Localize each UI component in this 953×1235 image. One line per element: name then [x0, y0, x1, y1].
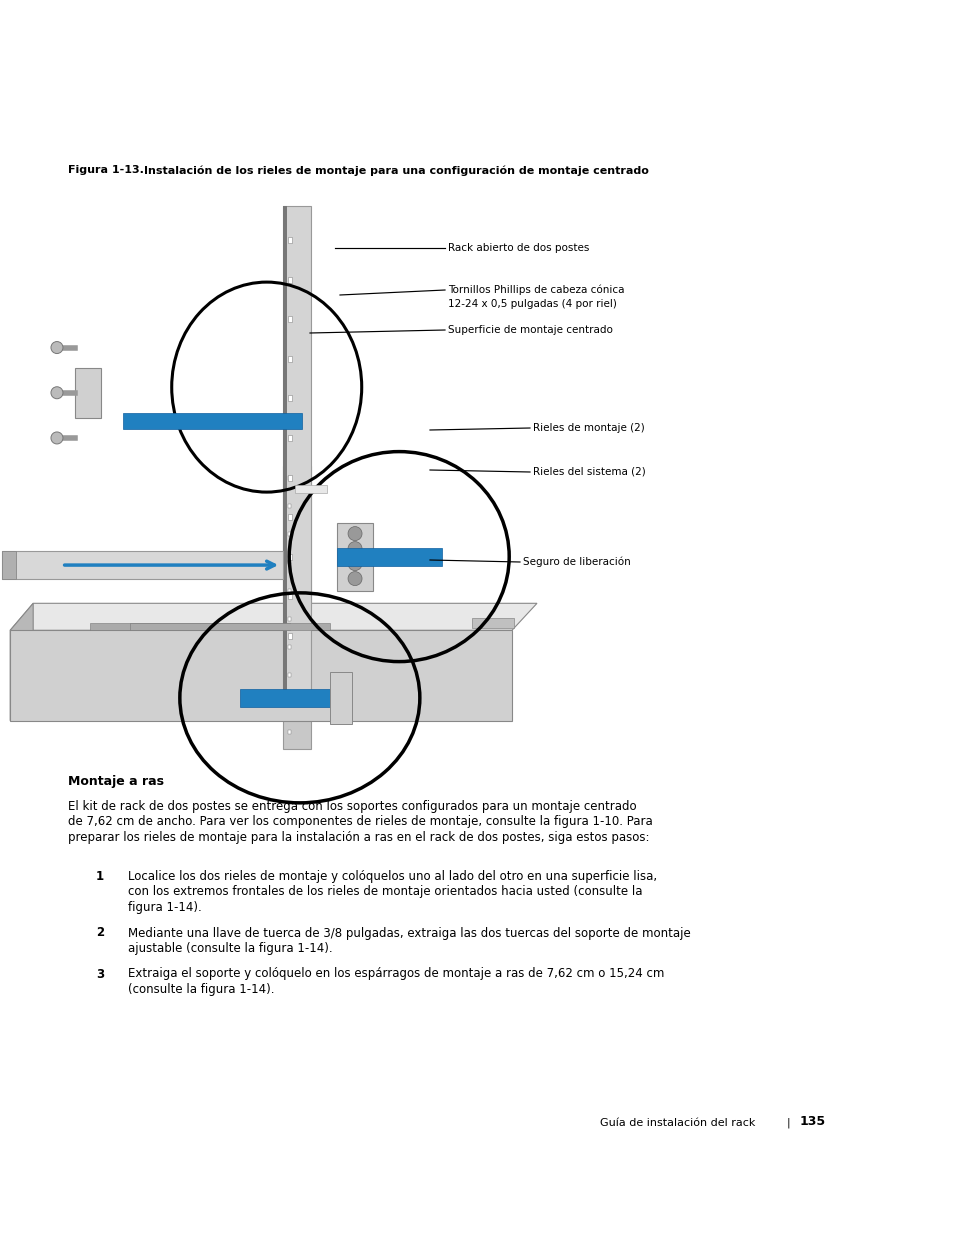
Bar: [288, 589, 291, 593]
Text: Rieles del sistema (2): Rieles del sistema (2): [533, 467, 645, 477]
Circle shape: [51, 432, 63, 443]
Bar: [288, 632, 292, 638]
Text: Figura 1-13.: Figura 1-13.: [68, 165, 144, 175]
Polygon shape: [10, 630, 512, 721]
Bar: [472, 619, 514, 629]
Text: Mediante una llave de tuerca de 3/8 pulgadas, extraiga las dos tuercas del sopor: Mediante una llave de tuerca de 3/8 pulg…: [128, 926, 690, 940]
Bar: [336, 547, 441, 566]
Bar: [288, 277, 292, 283]
Text: ajustable (consulte la figura 1-14).: ajustable (consulte la figura 1-14).: [128, 942, 333, 955]
Circle shape: [51, 387, 63, 399]
Bar: [288, 435, 292, 441]
Text: Localice los dos rieles de montaje y colóquelos uno al lado del otro en una supe: Localice los dos rieles de montaje y col…: [128, 869, 657, 883]
Bar: [288, 395, 292, 401]
Text: Extraiga el soporte y colóquelo en los espárragos de montaje a ras de 7,62 cm o : Extraiga el soporte y colóquelo en los e…: [128, 967, 663, 981]
Bar: [288, 553, 292, 559]
Bar: [283, 206, 287, 692]
Text: El kit de rack de dos postes se entrega con los soportes configurados para un mo: El kit de rack de dos postes se entrega …: [68, 800, 636, 813]
Text: Instalación de los rieles de montaje para una configuración de montaje centrado: Instalación de los rieles de montaje par…: [144, 165, 648, 175]
Bar: [288, 673, 291, 677]
Bar: [2, 551, 283, 579]
Text: 1: 1: [96, 869, 104, 883]
Text: 3: 3: [96, 967, 104, 981]
Polygon shape: [10, 604, 33, 721]
Bar: [288, 356, 292, 362]
Circle shape: [51, 342, 63, 353]
Bar: [330, 672, 352, 724]
Text: Rack abierto de dos postes: Rack abierto de dos postes: [448, 243, 589, 253]
Bar: [75, 368, 101, 417]
Polygon shape: [10, 604, 537, 630]
Text: |: |: [786, 1118, 790, 1128]
Text: Guía de instalación del rack: Guía de instalación del rack: [599, 1118, 755, 1128]
Bar: [288, 514, 292, 520]
Bar: [288, 616, 291, 621]
Text: (consulte la figura 1-14).: (consulte la figura 1-14).: [128, 983, 274, 995]
Circle shape: [348, 572, 361, 585]
Text: 12-24 x 0,5 pulgadas (4 por riel): 12-24 x 0,5 pulgadas (4 por riel): [448, 299, 617, 309]
Bar: [288, 316, 292, 322]
Bar: [288, 504, 291, 508]
Bar: [288, 645, 291, 650]
Circle shape: [348, 526, 361, 541]
Text: Rieles de montaje (2): Rieles de montaje (2): [533, 424, 644, 433]
Bar: [288, 730, 291, 734]
Bar: [288, 532, 291, 536]
Circle shape: [348, 557, 361, 571]
Bar: [239, 689, 339, 706]
Bar: [91, 624, 290, 630]
Text: Tornillos Phillips de cabeza cónica: Tornillos Phillips de cabeza cónica: [448, 285, 624, 295]
Text: Montaje a ras: Montaje a ras: [68, 776, 164, 788]
Bar: [288, 237, 292, 243]
Text: Seguro de liberación: Seguro de liberación: [522, 557, 630, 567]
Bar: [283, 206, 311, 692]
Text: 2: 2: [96, 926, 104, 940]
Bar: [288, 593, 292, 599]
Text: 135: 135: [800, 1115, 825, 1128]
Text: Superficie de montaje centrado: Superficie de montaje centrado: [448, 325, 612, 335]
Bar: [288, 474, 292, 480]
Text: preparar los rieles de montaje para la instalación a ras en el rack de dos poste: preparar los rieles de montaje para la i…: [68, 831, 649, 844]
Bar: [288, 701, 291, 705]
Bar: [336, 522, 373, 590]
Bar: [283, 466, 311, 748]
Bar: [294, 485, 327, 493]
Text: de 7,62 cm de ancho. Para ver los componentes de rieles de montaje, consulte la : de 7,62 cm de ancho. Para ver los compon…: [68, 815, 652, 829]
Bar: [130, 624, 330, 630]
Bar: [2, 551, 16, 579]
Text: con los extremos frontales de los rieles de montaje orientados hacia usted (cons: con los extremos frontales de los rieles…: [128, 885, 641, 899]
Bar: [288, 561, 291, 564]
Bar: [288, 475, 291, 479]
Text: figura 1-14).: figura 1-14).: [128, 902, 201, 914]
Circle shape: [348, 542, 361, 556]
Bar: [123, 412, 302, 429]
